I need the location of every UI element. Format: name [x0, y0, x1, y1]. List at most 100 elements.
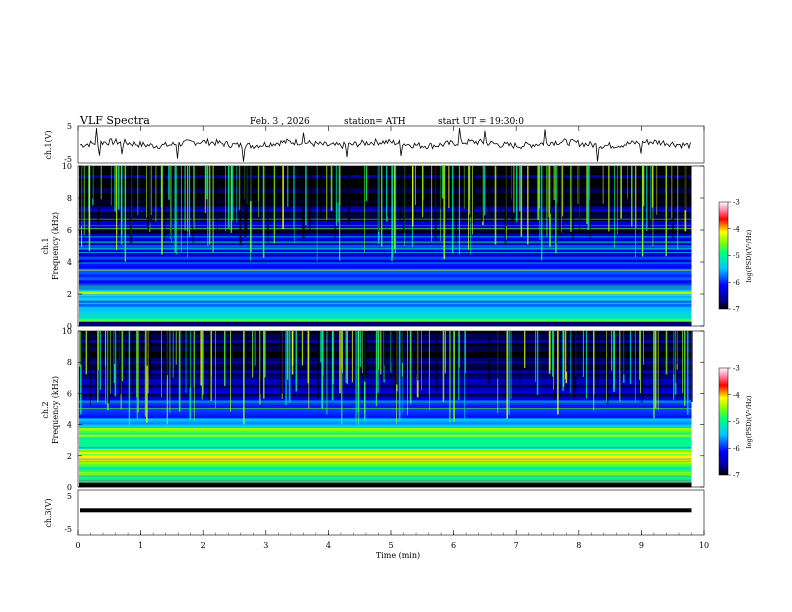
spectrogram-sferic	[321, 331, 324, 408]
spectrogram-tone-line	[79, 285, 692, 287]
ch2-spec-yticks: 0 2 4 6 8 10	[62, 327, 704, 492]
spectrogram-quiet-gap	[529, 331, 531, 375]
spectrogram-sferic	[541, 166, 543, 261]
spectrogram-quiet-gap	[119, 331, 122, 395]
spectrogram-sferic	[227, 166, 230, 230]
spectrogram-sferic	[307, 331, 309, 384]
spectrogram-sferic	[104, 331, 106, 367]
spectrogram-quiet-gap	[299, 166, 301, 200]
spectrogram-row	[79, 323, 692, 327]
spectrogram-sferic	[215, 331, 216, 409]
spectrogram-row	[79, 466, 692, 471]
spectrogram-tone-line	[79, 423, 692, 425]
spectrogram-quiet-gap	[80, 166, 82, 226]
spectrogram-sferic	[99, 331, 101, 390]
spectrogram-quiet-gap	[580, 166, 583, 199]
spectrogram-quiet-gap	[317, 331, 320, 367]
spectrogram-quiet-gap	[387, 166, 389, 217]
spectrogram-quiet-gap	[107, 331, 110, 404]
spectrogram-sferic	[392, 166, 394, 258]
spectrogram-row	[79, 321, 692, 324]
spectrogram-quiet-gap	[415, 331, 417, 376]
spectrogram-tone-line	[79, 445, 692, 447]
spectrogram-row	[79, 303, 692, 308]
ch3-ytick-top: 5	[67, 492, 72, 501]
spectrogram-sferic	[136, 331, 139, 419]
spectrogram-quiet-gap	[348, 166, 350, 221]
spectrogram-sferic	[120, 166, 123, 245]
spectrogram-sferic	[171, 166, 172, 244]
colorbar-tick-label: -5	[733, 252, 740, 260]
spectrogram-quiet-gap	[395, 331, 398, 385]
spectrogram-sferic	[380, 331, 382, 375]
spectrogram-quiet-gap	[505, 166, 507, 226]
spectrogram-sferic	[381, 166, 383, 247]
spectrogram-sferic	[464, 331, 466, 422]
spectrogram-sferic	[136, 331, 137, 398]
spectrogram-tone-line	[79, 249, 692, 250]
spectrogram-sferic	[386, 166, 388, 222]
spectrogram-sferic	[201, 331, 203, 400]
spectrogram-tone-line	[79, 454, 692, 456]
spectrogram-sferic	[422, 166, 424, 218]
spectrogram-quiet-gap	[188, 331, 191, 388]
spectrogram-sferic	[414, 166, 416, 206]
spectrogram-sferic	[202, 331, 204, 395]
spectrogram-quiet-gap	[95, 331, 98, 401]
spectrogram-quiet-gap	[309, 166, 311, 234]
spectrogram-row	[79, 256, 692, 260]
spectrogram-sferic	[412, 166, 414, 227]
spectrogram-row	[79, 236, 692, 240]
spectrogram-sferic	[207, 166, 209, 247]
spectrogram-quiet-gap	[504, 331, 507, 399]
spectrogram-quiet-gap	[91, 166, 93, 199]
spec-ytick-label: 6	[67, 389, 72, 398]
spectrogram-sferic	[483, 166, 486, 216]
spectrogram-sferic	[320, 331, 322, 363]
spectrogram-tone-line	[79, 248, 692, 249]
spectrogram-sferic	[188, 166, 191, 237]
spectrogram-sferic	[682, 331, 683, 393]
spectrogram-tone-line	[79, 481, 692, 483]
spectrogram-sferic	[193, 166, 195, 221]
spectrogram-quiet-gap	[472, 166, 475, 224]
spectrogram-quiet-gap	[216, 166, 218, 231]
spectrogram-quiet-gap	[565, 331, 568, 372]
spectrogram-sferic	[458, 166, 460, 255]
spectrogram-quiet-gap	[676, 331, 678, 365]
spectrogram-sferic	[538, 166, 540, 209]
spectrogram-sferic	[114, 166, 116, 212]
ch1-spec-ylabel-freq: Frequency (kHz)	[51, 212, 60, 280]
spectrogram-sferic	[535, 331, 536, 382]
spectrogram-sferic	[117, 166, 120, 210]
spectrogram-quiet-gap	[146, 331, 148, 366]
spectrogram-sferic	[185, 331, 187, 393]
spectrogram-quiet-gap	[574, 331, 576, 388]
spectrogram-sferic	[211, 331, 212, 377]
spectrogram-quiet-gap	[166, 331, 169, 376]
spectrogram-sferic	[322, 331, 324, 376]
spectrogram-quiet-gap	[691, 331, 693, 403]
spectrogram-quiet-gap	[114, 331, 116, 364]
spectrogram-sferic	[224, 331, 226, 386]
spectrogram-row	[79, 372, 692, 377]
x-tick-label: 2	[201, 541, 206, 550]
spectrogram-quiet-gap	[334, 166, 336, 241]
spectrogram-tone-line	[79, 321, 692, 322]
spectrogram-sferic	[394, 166, 397, 254]
spectrogram-sferic	[225, 166, 226, 232]
spectrogram-quiet-gap	[499, 166, 502, 216]
spectrogram-sferic	[146, 331, 148, 423]
spectrogram-row	[79, 230, 692, 234]
spectrogram-sferic	[631, 166, 633, 227]
spectrogram-sferic	[611, 331, 613, 370]
spectrogram-row	[79, 433, 692, 438]
spectrogram-sferic	[341, 331, 343, 425]
spectrogram-row	[79, 455, 692, 459]
spectrogram-sferic	[421, 331, 422, 391]
spectrogram-row	[79, 393, 692, 397]
spectrogram-sferic	[546, 166, 548, 237]
spectrogram-sferic	[187, 166, 189, 232]
spectrogram-sferic	[169, 331, 171, 414]
